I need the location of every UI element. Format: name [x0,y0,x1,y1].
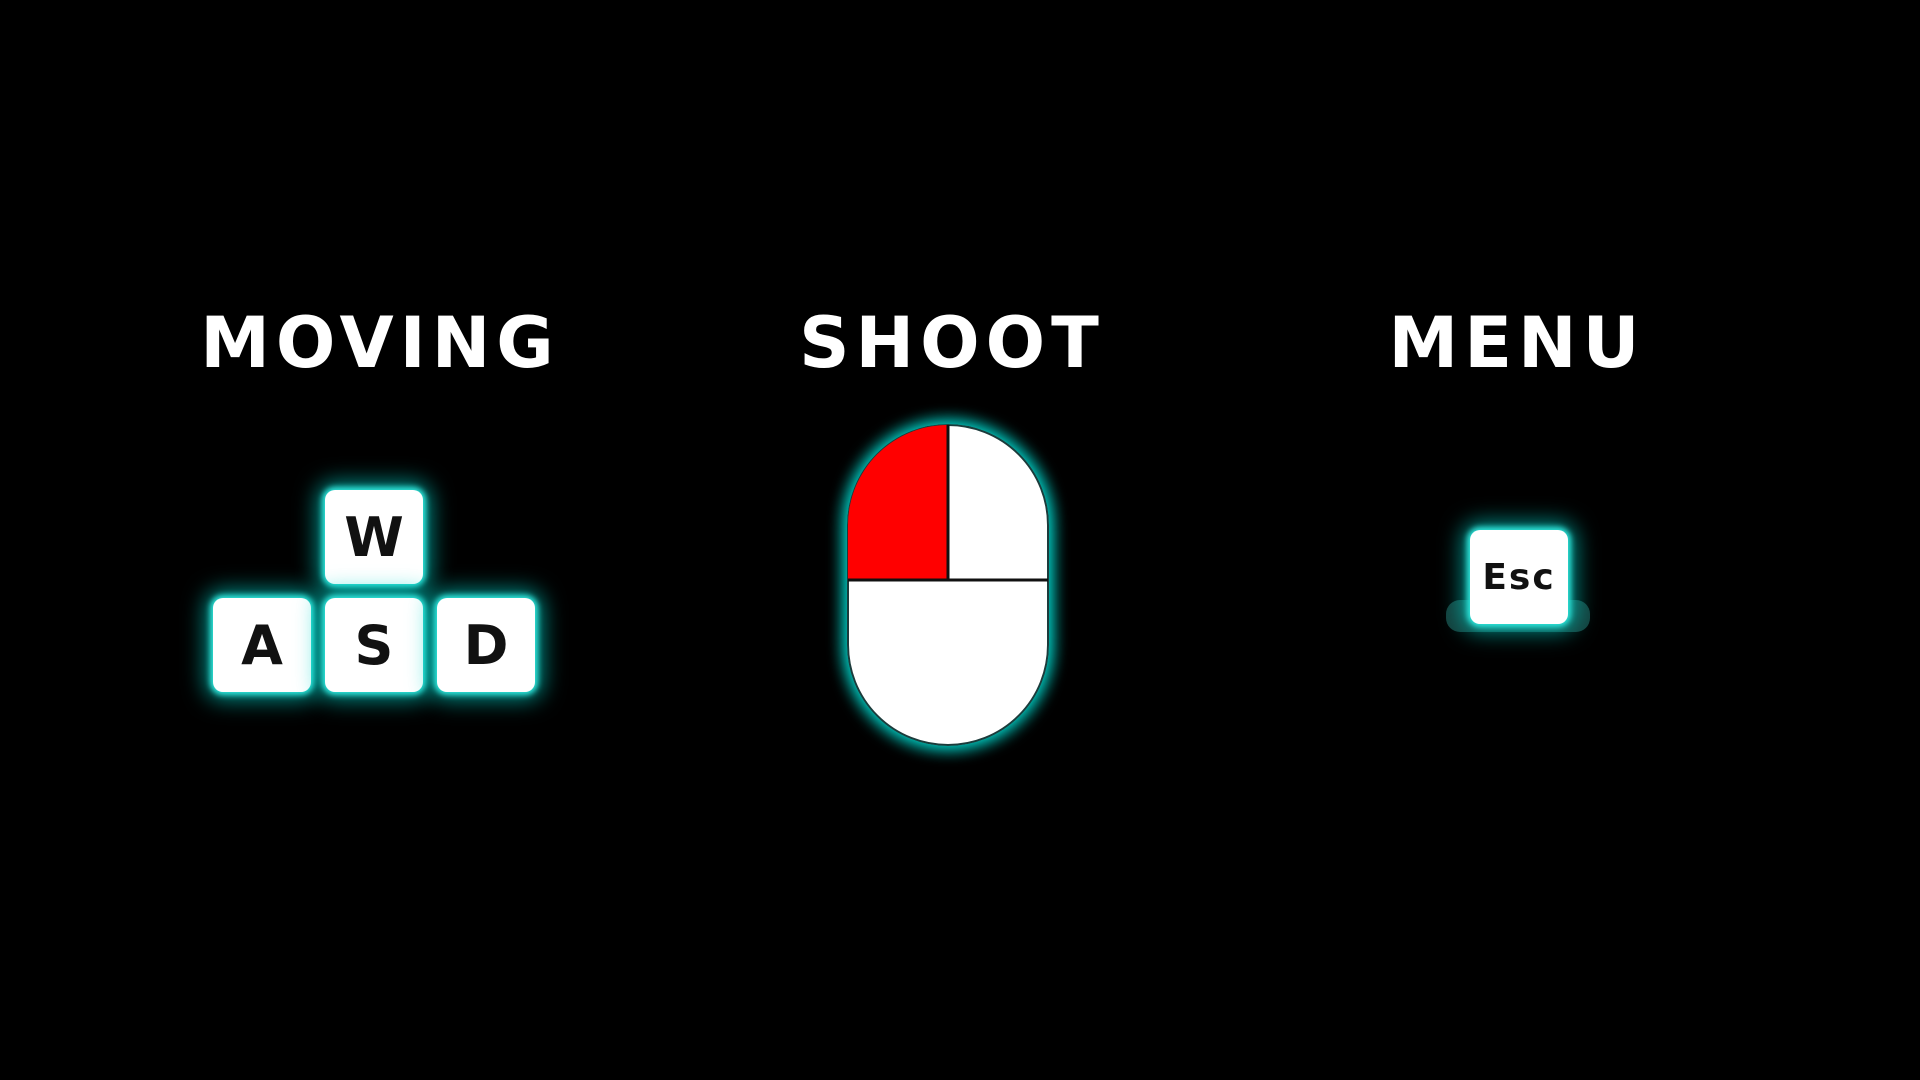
key-esc: Esc [1470,530,1568,624]
shoot-title: SHOOT [799,302,1105,384]
key-d: D [437,598,535,692]
menu-title: MENU [1388,302,1646,384]
mouse-left-button [848,425,948,579]
key-a: A [213,598,311,692]
key-s: S [325,598,423,692]
key-w: W [325,490,423,584]
mouse-icon [847,424,1049,746]
moving-title: MOVING [200,302,560,384]
